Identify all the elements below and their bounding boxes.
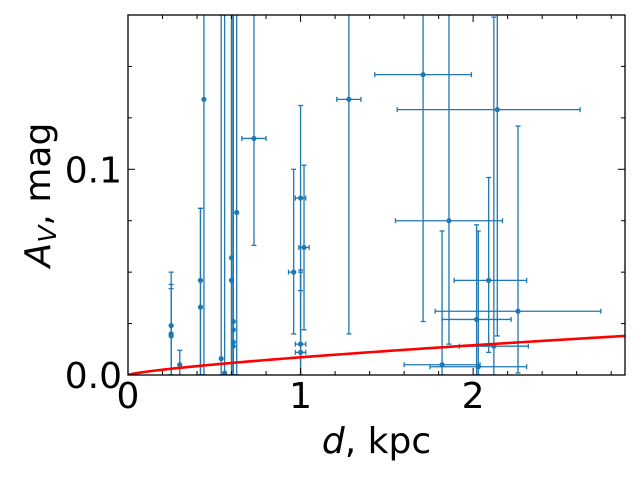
data-point-7 — [218, 15, 224, 375]
y-tick-label: 0.1 — [65, 150, 122, 191]
data-point-23 — [374, 15, 473, 323]
data-point-14 — [230, 15, 236, 375]
x-tick-label: 1 — [289, 376, 312, 417]
x-tick-label: 0 — [117, 376, 140, 417]
data-point-24 — [394, 15, 504, 345]
data-marker — [301, 244, 307, 251]
data-marker — [177, 362, 183, 368]
data-point-28 — [441, 224, 512, 375]
data-point-8 — [222, 15, 228, 375]
data-marker — [515, 308, 521, 314]
data-marker — [291, 269, 297, 275]
data-layer — [128, 15, 625, 375]
data-marker — [234, 209, 240, 216]
data-marker — [168, 333, 174, 339]
data-point-17 — [287, 168, 297, 335]
y-axis-label: AV, mag — [18, 123, 62, 270]
data-point-2 — [168, 287, 174, 375]
data-marker — [475, 364, 481, 370]
plot-frame — [127, 14, 626, 376]
data-point-3 — [177, 349, 183, 375]
axes: 0 1 2 0.0 0.1 — [65, 14, 626, 417]
data-point-6 — [201, 15, 207, 375]
data-point-19 — [298, 164, 310, 331]
data-point-26 — [453, 176, 528, 354]
plot-area — [128, 15, 625, 375]
x-axis-label: d, kpc — [322, 421, 431, 462]
data-point-25 — [396, 15, 581, 337]
data-point-22 — [336, 15, 362, 335]
data-marker — [420, 72, 426, 78]
data-point-18 — [294, 104, 307, 292]
data-marker — [446, 218, 452, 224]
data-marker — [297, 195, 304, 201]
y-tick-label: 0.0 — [65, 356, 122, 397]
data-marker — [218, 355, 224, 362]
data-marker — [251, 135, 257, 142]
data-point-16 — [241, 15, 267, 247]
labels: d, kpc AV, mag — [18, 123, 431, 462]
data-marker — [346, 96, 352, 102]
data-marker — [201, 96, 207, 102]
data-point-27 — [434, 125, 602, 374]
data-point-15 — [234, 15, 240, 375]
x-tick-label: 2 — [462, 376, 485, 417]
data-marker — [230, 343, 236, 349]
data-point-5 — [197, 207, 204, 375]
model-curve — [128, 334, 625, 375]
data-marker — [297, 349, 304, 355]
data-point-31 — [429, 230, 528, 375]
data-marker — [486, 277, 492, 283]
data-marker — [222, 370, 228, 375]
data-marker — [494, 107, 500, 113]
data-marker — [197, 304, 204, 310]
data-point-30 — [403, 230, 481, 375]
data-marker — [439, 362, 445, 368]
